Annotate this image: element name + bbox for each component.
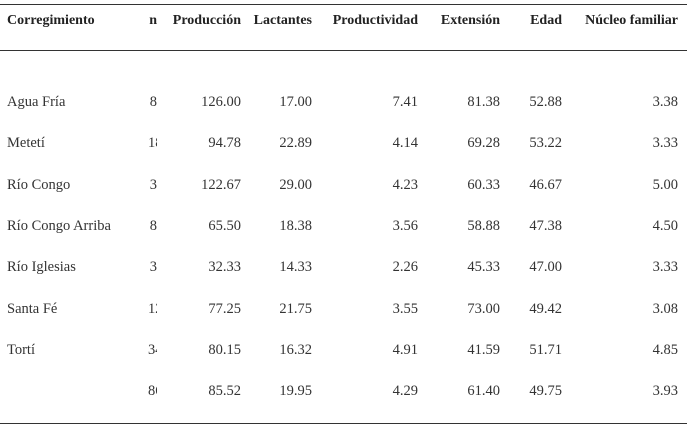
cell-corregimiento: Tortí (7, 341, 35, 358)
cell-edad: 51.71 (529, 341, 562, 358)
cell-corregimiento: Río Congo (7, 176, 71, 193)
cell-edad: 47.38 (529, 218, 562, 235)
cell-produccion: 94.78 (208, 135, 241, 152)
top-rule (0, 4, 687, 5)
cell-nucleo-familiar: 3.33 (652, 135, 678, 152)
cell-pad (678, 247, 687, 288)
cell-lactantes: 22.89 (279, 135, 312, 152)
cell-lactantes: 21.75 (279, 300, 312, 317)
cell-n: 8 (149, 218, 157, 235)
cell-produccion: 126.00 (201, 94, 241, 111)
cell-n: 8 (149, 94, 157, 111)
cell-n: 34 (148, 341, 157, 358)
cell-pad (678, 288, 687, 329)
cell-corregimiento: Santa Fé (7, 300, 58, 317)
header-pad (678, 4, 687, 50)
cell-productividad: 4.91 (392, 341, 418, 358)
table-row: Santa Fé 12 77.25 21.75 3.55 73.00 49.42 3.08 (0, 288, 687, 329)
cell-edad: 49.42 (529, 300, 562, 317)
cell-n: 12 (148, 300, 157, 317)
header-corregimiento: Corregimiento (7, 13, 95, 28)
cell-extension: 58.88 (467, 218, 500, 235)
header-extension: Extensión (440, 13, 500, 28)
table-row: Tortí 34 80.15 16.32 4.91 41.59 51.71 4.85 (0, 330, 687, 371)
table-row: 86 85.52 19.95 4.29 61.40 49.75 3.93 (0, 371, 687, 412)
table-row: Metetí 18 94.78 22.89 4.14 69.28 53.22 3.33 (0, 123, 687, 164)
cell-pad (678, 123, 687, 164)
cell-produccion: 65.50 (208, 218, 241, 235)
cell-lactantes: 16.32 (279, 341, 312, 358)
cell-corregimiento: Río Congo Arriba (7, 218, 111, 235)
header-rule (0, 50, 687, 51)
table-row: Agua Fría 8 126.00 17.00 7.41 81.38 52.88 3.38 (0, 82, 687, 123)
cell-edad: 46.67 (529, 176, 562, 193)
cell-pad (678, 371, 687, 412)
header-lactantes: Lactantes (253, 13, 312, 28)
cell-nucleo-familiar: 3.93 (652, 383, 678, 400)
cell-edad: 52.88 (529, 94, 562, 111)
cell-produccion: 32.33 (208, 259, 241, 276)
cell-productividad: 7.41 (392, 94, 418, 111)
cell-extension: 61.40 (467, 383, 500, 400)
cell-extension: 81.38 (467, 94, 500, 111)
header-produccion: Producción (172, 13, 241, 28)
cell-nucleo-familiar: 4.50 (652, 218, 678, 235)
cell-productividad: 4.14 (392, 135, 418, 152)
table-row: Río Congo 3 122.67 29.00 4.23 60.33 46.67 5.00 (0, 165, 687, 206)
spacer-row (0, 50, 687, 82)
cell-edad: 53.22 (529, 135, 562, 152)
cell-lactantes: 14.33 (279, 259, 312, 276)
cell-n: 3 (149, 176, 157, 193)
cell-lactantes: 29.00 (279, 176, 312, 193)
cell-productividad: 2.26 (392, 259, 418, 276)
cell-n: 18 (148, 135, 157, 152)
cell-n: 86 (148, 383, 157, 400)
cell-extension: 41.59 (467, 341, 500, 358)
cell-pad (678, 82, 687, 123)
cell-pad (678, 330, 687, 371)
cell-produccion: 77.25 (208, 300, 241, 317)
cell-corregimiento: Agua Fría (7, 94, 66, 111)
cell-productividad: 3.56 (392, 218, 418, 235)
bottom-rule (0, 423, 687, 424)
header-row: Corregimiento n Producción Lactantes Pro… (0, 4, 687, 50)
cell-lactantes: 19.95 (279, 383, 312, 400)
header-n: n (149, 13, 157, 28)
cell-pad (678, 206, 687, 247)
cell-extension: 73.00 (467, 300, 500, 317)
cell-nucleo-familiar: 3.38 (652, 94, 678, 111)
cell-nucleo-familiar: 3.08 (652, 300, 678, 317)
cell-extension: 69.28 (467, 135, 500, 152)
cell-edad: 47.00 (529, 259, 562, 276)
cell-edad: 49.75 (529, 383, 562, 400)
cell-lactantes: 18.38 (279, 218, 312, 235)
cell-corregimiento: Metetí (7, 135, 45, 152)
cell-lactantes: 17.00 (279, 94, 312, 111)
cell-pad (678, 165, 687, 206)
table-row: Río Congo Arriba 8 65.50 18.38 3.56 58.88 47.3… (0, 206, 687, 247)
header-nucleo-familiar: Núcleo familiar (585, 13, 678, 28)
header-edad: Edad (530, 13, 562, 28)
cell-produccion: 80.15 (208, 341, 241, 358)
cell-corregimiento (0, 371, 148, 412)
table-row: Río Iglesias 3 32.33 14.33 2.26 45.33 47.00 3.3… (0, 247, 687, 288)
cell-n: 3 (149, 259, 157, 276)
cell-nucleo-familiar: 3.33 (652, 259, 678, 276)
cell-nucleo-familiar: 5.00 (652, 176, 678, 193)
cell-nucleo-familiar: 4.85 (652, 341, 678, 358)
cell-produccion: 85.52 (208, 383, 241, 400)
cell-extension: 45.33 (467, 259, 500, 276)
cell-produccion: 122.67 (201, 176, 241, 193)
cell-productividad: 3.55 (392, 300, 418, 317)
cell-productividad: 4.23 (392, 176, 418, 193)
cell-extension: 60.33 (467, 176, 500, 193)
header-productividad: Productividad (332, 13, 418, 28)
cell-corregimiento: Río Iglesias (7, 259, 76, 276)
cell-productividad: 4.29 (392, 383, 418, 400)
data-table: Corregimiento n Producción Lactantes Pro… (0, 4, 687, 412)
